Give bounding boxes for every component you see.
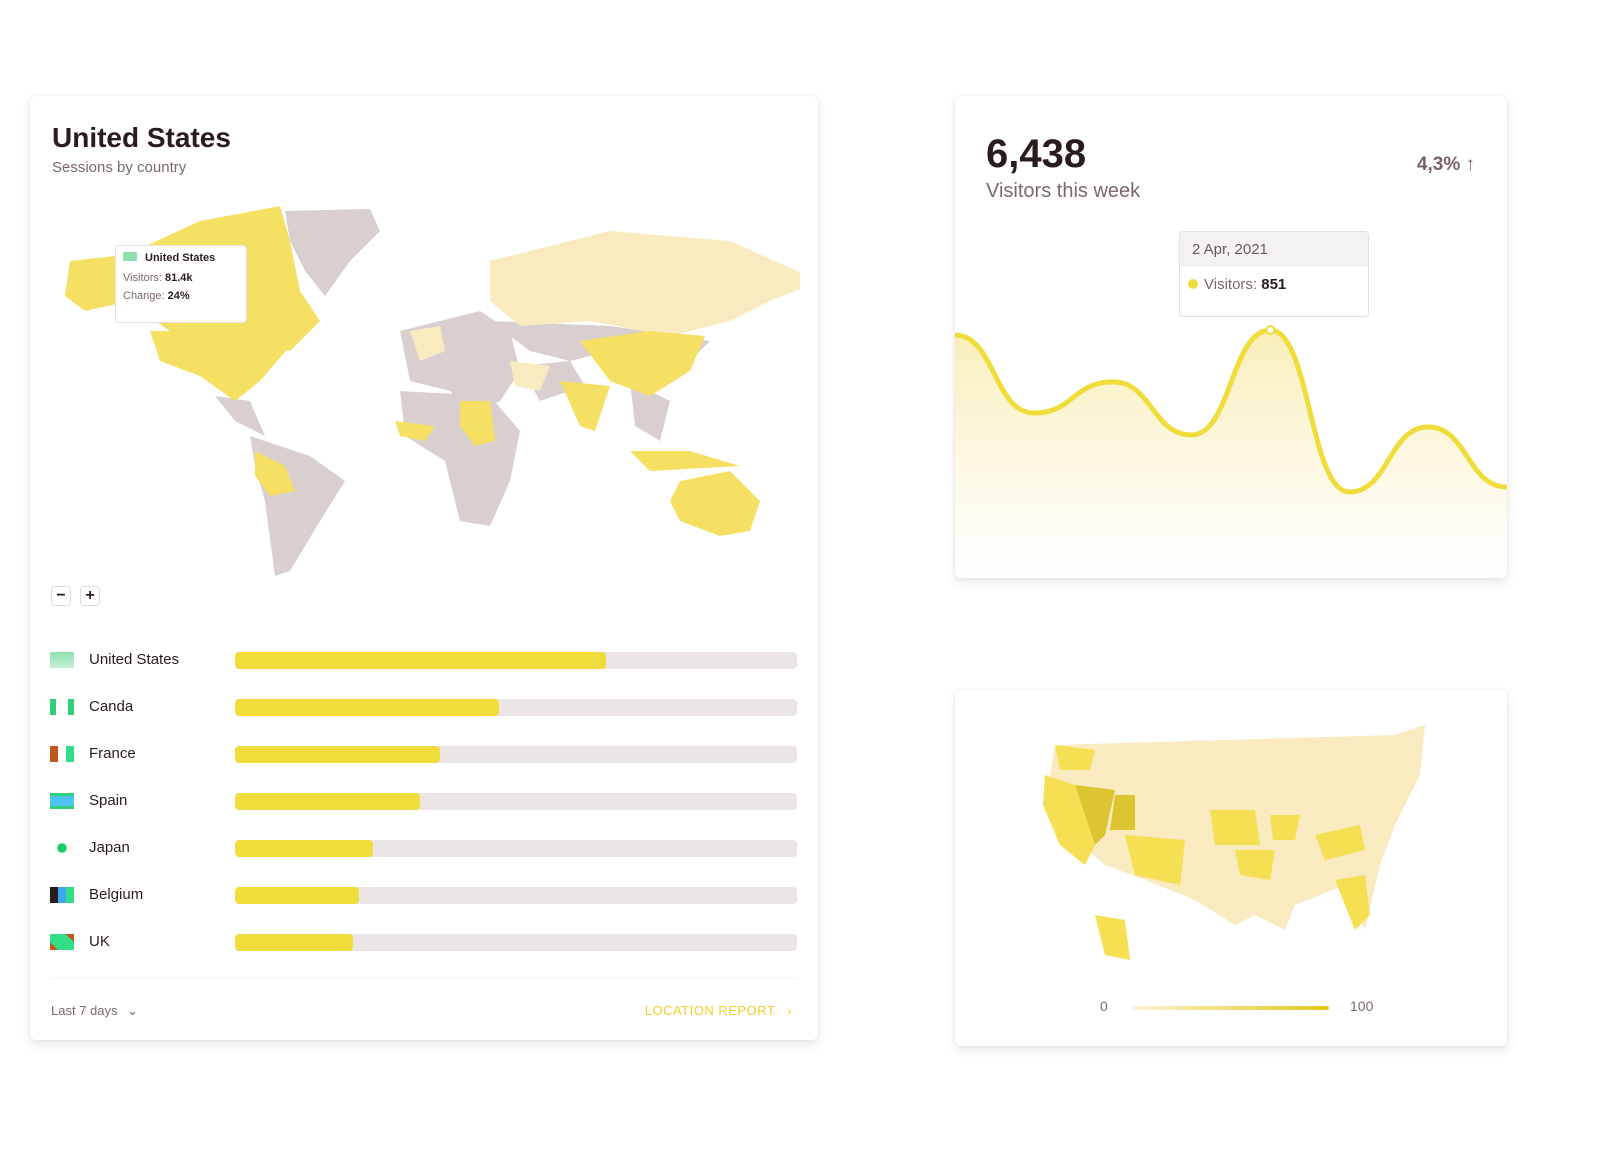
country-row[interactable]: France [50, 744, 798, 764]
location-report-label: LOCATION REPORT [644, 1003, 776, 1018]
visitors-label: Visitors this week [986, 180, 1141, 202]
country-row[interactable]: Spain [50, 791, 798, 811]
change-indicator: 4,3% ↑ [1417, 154, 1475, 176]
tooltip-change: 24% [167, 290, 190, 302]
progress-track [235, 840, 797, 857]
zoom-out-button[interactable]: − [51, 586, 71, 606]
us-map-card: 0 100 [955, 690, 1507, 1046]
country-row[interactable]: Japan [50, 838, 798, 858]
progress-fill [235, 840, 373, 857]
progress-track [235, 793, 797, 810]
country-name: Japan [89, 839, 130, 856]
country-name: France [89, 745, 136, 762]
country-row[interactable]: United States [50, 650, 798, 670]
japan-flag-icon [50, 840, 74, 856]
country-name: Belgium [89, 886, 144, 903]
location-report-link[interactable]: LOCATION REPORT › [645, 1003, 792, 1018]
series-dot-icon [1188, 279, 1198, 289]
highlight-point[interactable] [1265, 325, 1276, 335]
change-value: 4,3% [1416, 154, 1461, 175]
zoom-in-button[interactable]: + [80, 586, 100, 606]
sessions-by-country-card: United States Sessions by country United… [30, 96, 818, 1040]
country-row[interactable]: Canda [50, 697, 798, 717]
map-tooltip: United States Visitors: 81.4k Change: 24… [115, 245, 247, 323]
tooltip-country: United States [145, 252, 216, 264]
progress-fill [235, 887, 359, 904]
chevron-down-icon: ⌄ [127, 1003, 139, 1018]
progress-fill [235, 652, 606, 669]
tooltip-date: 2 Apr, 2021 [1180, 232, 1368, 266]
progress-fill [235, 793, 421, 810]
progress-track [235, 934, 797, 951]
progress-track [235, 887, 797, 904]
legend-gradient [1133, 1006, 1329, 1010]
us-flag-icon [50, 652, 74, 668]
tooltip-visitors: 81.4k [164, 272, 193, 284]
us-flag-icon [123, 252, 137, 261]
progress-track [235, 699, 797, 716]
tooltip-change-label: Change: [123, 290, 165, 302]
progress-fill [235, 934, 354, 951]
area-fill [955, 330, 1507, 578]
card-subtitle: Sessions by country [52, 159, 187, 176]
legend-max: 100 [1350, 998, 1374, 1014]
visitors-area-chart [955, 325, 1507, 578]
progress-fill [235, 699, 500, 716]
legend-min: 0 [1100, 998, 1108, 1014]
series-line [955, 327, 1507, 495]
date-range-dropdown[interactable]: Last 7 days ⌄ [51, 1003, 138, 1019]
uk-flag-icon [50, 934, 74, 950]
date-range-label: Last 7 days [51, 1003, 118, 1018]
visitors-card: 6,438 Visitors this week 4,3% ↑ 2 Apr, 2… [955, 96, 1507, 578]
tooltip-visitors-label: Visitors: [123, 272, 162, 284]
progress-fill [235, 746, 441, 763]
card-title: United States [52, 122, 231, 153]
progress-track [235, 746, 797, 763]
visitors-value: 6,438 [986, 132, 1087, 176]
us-states-map[interactable] [1035, 715, 1435, 985]
chart-tooltip: 2 Apr, 2021 Visitors: 851 [1179, 231, 1369, 317]
divider [50, 978, 798, 979]
spain-flag-icon [50, 793, 74, 809]
country-name: United States [89, 651, 180, 668]
belgium-flag-icon [50, 887, 74, 903]
arrow-up-icon: ↑ [1465, 154, 1476, 175]
progress-track [235, 652, 797, 669]
tooltip-value: 851 [1261, 276, 1287, 293]
country-name: Spain [89, 792, 128, 809]
country-name: Canda [89, 698, 134, 715]
tooltip-label: Visitors: [1204, 276, 1258, 293]
country-row[interactable]: UK [50, 932, 798, 952]
france-flag-icon [50, 746, 74, 762]
country-name: UK [89, 933, 110, 950]
chevron-right-icon: › [787, 1003, 792, 1018]
canada-flag-icon [50, 699, 74, 715]
country-row[interactable]: Belgium [50, 885, 798, 905]
